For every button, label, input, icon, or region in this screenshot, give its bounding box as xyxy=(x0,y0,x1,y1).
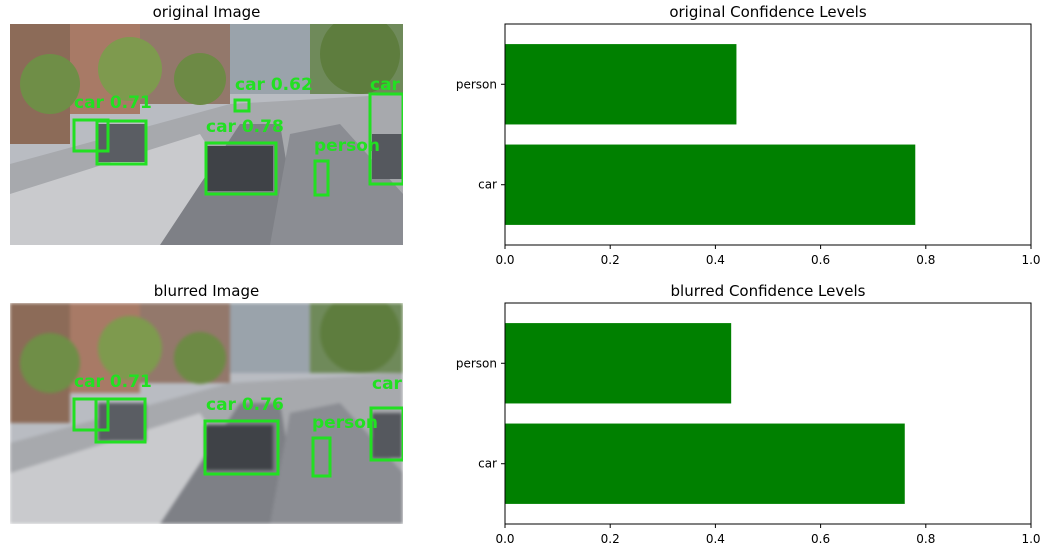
x-tick-label: 0.4 xyxy=(706,532,725,546)
detection-box xyxy=(95,119,148,166)
y-tick-label: car xyxy=(478,457,497,471)
x-tick-label: 0.8 xyxy=(916,253,935,267)
original-detection-overlay: car 0.78 car 0.62 car 0.71 person car xyxy=(72,75,403,197)
blurred-detection-overlay: car 0.76 car 0.71 person car xyxy=(72,372,403,478)
x-tick-label: 0.8 xyxy=(916,532,935,546)
detection-box xyxy=(233,98,251,113)
x-tick-label: 0.4 xyxy=(706,253,725,267)
bar-person xyxy=(505,44,737,125)
detection-label: car xyxy=(370,75,401,95)
x-tick-label: 0.0 xyxy=(495,253,514,267)
plot-frame xyxy=(504,23,1032,246)
chart-title: blurred Confidence Levels xyxy=(671,282,866,300)
chart-title: original Confidence Levels xyxy=(669,3,867,21)
original-image-title: original Image xyxy=(152,3,261,21)
x-tick-label: 1.0 xyxy=(1021,253,1040,267)
detection-box xyxy=(313,159,330,197)
x-tick-label: 0.2 xyxy=(601,532,620,546)
blurred-street-image: car 0.76 car 0.71 person car xyxy=(10,303,403,524)
detection-box xyxy=(368,92,403,186)
bar-car xyxy=(505,144,916,225)
bar-car xyxy=(505,423,905,504)
x-tick-label: 0.2 xyxy=(601,253,620,267)
detection-box xyxy=(311,436,332,478)
plot-frame xyxy=(504,302,1032,525)
detection-box xyxy=(94,397,147,444)
detection-label: person xyxy=(312,413,378,433)
x-tick-label: 0.0 xyxy=(495,532,514,546)
original-street-image: car 0.78 car 0.62 car 0.71 person car xyxy=(10,24,403,245)
bar-person xyxy=(505,323,732,404)
detection-label: car 0.62 xyxy=(235,75,313,95)
y-tick-label: car xyxy=(478,178,497,192)
x-tick-label: 0.6 xyxy=(811,532,830,546)
detection-label: car 0.76 xyxy=(206,395,284,415)
x-tick-label: 1.0 xyxy=(1021,532,1040,546)
x-tick-label: 0.6 xyxy=(811,253,830,267)
y-tick-label: person xyxy=(456,77,497,91)
detection-label: car xyxy=(372,374,403,394)
detection-box xyxy=(204,141,278,196)
detection-label: car 0.71 xyxy=(74,93,152,113)
detection-box xyxy=(72,118,110,153)
y-tick-label: person xyxy=(456,356,497,370)
detection-box xyxy=(72,397,110,432)
detection-label: car 0.78 xyxy=(206,117,284,137)
detection-box xyxy=(203,419,280,476)
detection-label: person xyxy=(314,136,380,156)
blurred-image-title: blurred Image xyxy=(153,282,260,300)
detection-label: car 0.71 xyxy=(74,372,152,392)
detection-box xyxy=(369,406,403,462)
